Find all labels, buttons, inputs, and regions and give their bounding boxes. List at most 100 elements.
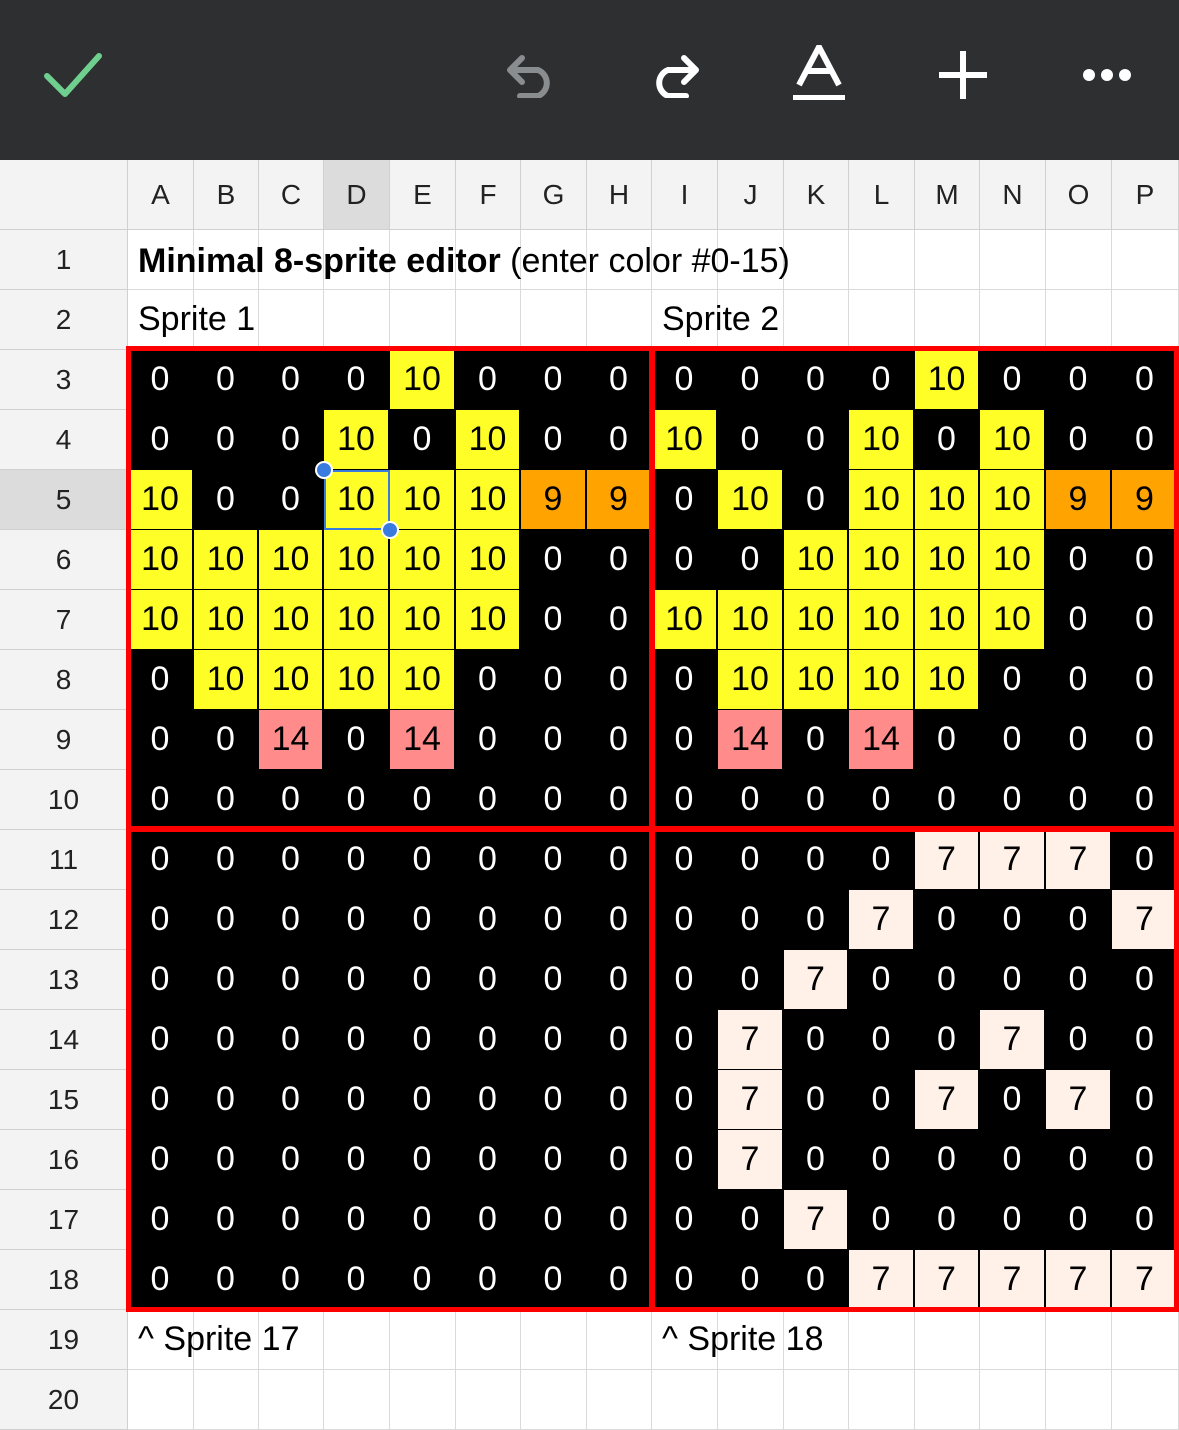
cell-a19[interactable]: [128, 1310, 194, 1370]
pixel-cell-k7[interactable]: 10: [784, 590, 849, 650]
pixel-cell-c7[interactable]: 10: [259, 590, 324, 650]
row-header-6[interactable]: 6: [0, 530, 128, 590]
pixel-cell-c16[interactable]: 0: [259, 1130, 324, 1190]
pixel-cell-n13[interactable]: 0: [980, 950, 1046, 1010]
more-options-button[interactable]: [1062, 30, 1152, 120]
cell-e20[interactable]: [390, 1370, 456, 1430]
cell-k20[interactable]: [784, 1370, 849, 1430]
pixel-cell-o10[interactable]: 0: [1046, 770, 1112, 830]
pixel-cell-b3[interactable]: 0: [194, 350, 259, 410]
pixel-cell-g15[interactable]: 0: [521, 1070, 587, 1130]
pixel-cell-o8[interactable]: 0: [1046, 650, 1112, 710]
pixel-cell-n11[interactable]: 7: [980, 830, 1046, 890]
cell-n20[interactable]: [980, 1370, 1046, 1430]
cell-e2[interactable]: [390, 290, 456, 350]
pixel-cell-l8[interactable]: 10: [849, 650, 915, 710]
pixel-cell-c18[interactable]: 0: [259, 1250, 324, 1310]
pixel-cell-c17[interactable]: 0: [259, 1190, 324, 1250]
pixel-cell-n14[interactable]: 7: [980, 1010, 1046, 1070]
pixel-cell-l17[interactable]: 0: [849, 1190, 915, 1250]
pixel-cell-h11[interactable]: 0: [587, 830, 652, 890]
pixel-cell-h12[interactable]: 0: [587, 890, 652, 950]
pixel-cell-e3[interactable]: 10: [390, 350, 456, 410]
pixel-cell-i5[interactable]: 0: [652, 470, 718, 530]
pixel-cell-e18[interactable]: 0: [390, 1250, 456, 1310]
pixel-cell-e9[interactable]: 14: [390, 710, 456, 770]
pixel-cell-n5[interactable]: 10: [980, 470, 1046, 530]
pixel-cell-j15[interactable]: 7: [718, 1070, 784, 1130]
pixel-cell-c11[interactable]: 0: [259, 830, 324, 890]
pixel-cell-d15[interactable]: 0: [324, 1070, 390, 1130]
column-header-l[interactable]: L: [849, 160, 915, 230]
pixel-cell-d8[interactable]: 10: [324, 650, 390, 710]
cell-f20[interactable]: [456, 1370, 521, 1430]
pixel-cell-k11[interactable]: 0: [784, 830, 849, 890]
insert-button[interactable]: [918, 30, 1008, 120]
pixel-cell-m8[interactable]: 10: [915, 650, 980, 710]
cell-o1[interactable]: [1046, 230, 1112, 290]
done-button[interactable]: [28, 30, 118, 120]
pixel-cell-g17[interactable]: 0: [521, 1190, 587, 1250]
cell-j2[interactable]: [718, 290, 784, 350]
pixel-cell-h4[interactable]: 0: [587, 410, 652, 470]
pixel-cell-h13[interactable]: 0: [587, 950, 652, 1010]
cell-a2[interactable]: [128, 290, 194, 350]
pixel-cell-f11[interactable]: 0: [456, 830, 521, 890]
pixel-cell-h3[interactable]: 0: [587, 350, 652, 410]
pixel-cell-o18[interactable]: 7: [1046, 1250, 1112, 1310]
pixel-cell-l5[interactable]: 10: [849, 470, 915, 530]
cell-n1[interactable]: [980, 230, 1046, 290]
pixel-cell-p13[interactable]: 0: [1112, 950, 1179, 1010]
pixel-cell-k16[interactable]: 0: [784, 1130, 849, 1190]
pixel-cell-m16[interactable]: 0: [915, 1130, 980, 1190]
pixel-cell-m17[interactable]: 0: [915, 1190, 980, 1250]
pixel-cell-b6[interactable]: 10: [194, 530, 259, 590]
pixel-cell-i15[interactable]: 0: [652, 1070, 718, 1130]
column-header-a[interactable]: A: [128, 160, 194, 230]
pixel-cell-a15[interactable]: 0: [128, 1070, 194, 1130]
pixel-cell-a12[interactable]: 0: [128, 890, 194, 950]
pixel-cell-p5[interactable]: 9: [1112, 470, 1179, 530]
pixel-cell-p18[interactable]: 7: [1112, 1250, 1179, 1310]
cell-b1[interactable]: [194, 230, 259, 290]
pixel-cell-b8[interactable]: 10: [194, 650, 259, 710]
cell-l1[interactable]: [849, 230, 915, 290]
pixel-cell-n4[interactable]: 10: [980, 410, 1046, 470]
pixel-cell-f4[interactable]: 10: [456, 410, 521, 470]
pixel-cell-j5[interactable]: 10: [718, 470, 784, 530]
cell-m1[interactable]: [915, 230, 980, 290]
cell-k19[interactable]: [784, 1310, 849, 1370]
pixel-cell-g8[interactable]: 0: [521, 650, 587, 710]
cell-h20[interactable]: [587, 1370, 652, 1430]
pixel-cell-o6[interactable]: 0: [1046, 530, 1112, 590]
pixel-cell-a3[interactable]: 0: [128, 350, 194, 410]
pixel-cell-i6[interactable]: 0: [652, 530, 718, 590]
row-header-20[interactable]: 20: [0, 1370, 128, 1430]
pixel-cell-g11[interactable]: 0: [521, 830, 587, 890]
row-header-10[interactable]: 10: [0, 770, 128, 830]
pixel-cell-l13[interactable]: 0: [849, 950, 915, 1010]
pixel-cell-j8[interactable]: 10: [718, 650, 784, 710]
pixel-cell-k15[interactable]: 0: [784, 1070, 849, 1130]
pixel-cell-c15[interactable]: 0: [259, 1070, 324, 1130]
pixel-cell-d17[interactable]: 0: [324, 1190, 390, 1250]
pixel-cell-i14[interactable]: 0: [652, 1010, 718, 1070]
cell-o2[interactable]: [1046, 290, 1112, 350]
row-header-16[interactable]: 16: [0, 1130, 128, 1190]
pixel-cell-p12[interactable]: 7: [1112, 890, 1179, 950]
pixel-cell-n9[interactable]: 0: [980, 710, 1046, 770]
pixel-cell-f7[interactable]: 10: [456, 590, 521, 650]
pixel-cell-d16[interactable]: 0: [324, 1130, 390, 1190]
pixel-cell-p11[interactable]: 0: [1112, 830, 1179, 890]
cell-p19[interactable]: [1112, 1310, 1179, 1370]
pixel-cell-f17[interactable]: 0: [456, 1190, 521, 1250]
pixel-cell-o17[interactable]: 0: [1046, 1190, 1112, 1250]
pixel-cell-a13[interactable]: 0: [128, 950, 194, 1010]
cell-p2[interactable]: [1112, 290, 1179, 350]
pixel-cell-d13[interactable]: 0: [324, 950, 390, 1010]
pixel-cell-e4[interactable]: 0: [390, 410, 456, 470]
cell-m19[interactable]: [915, 1310, 980, 1370]
cell-n19[interactable]: [980, 1310, 1046, 1370]
pixel-cell-n16[interactable]: 0: [980, 1130, 1046, 1190]
pixel-cell-l16[interactable]: 0: [849, 1130, 915, 1190]
